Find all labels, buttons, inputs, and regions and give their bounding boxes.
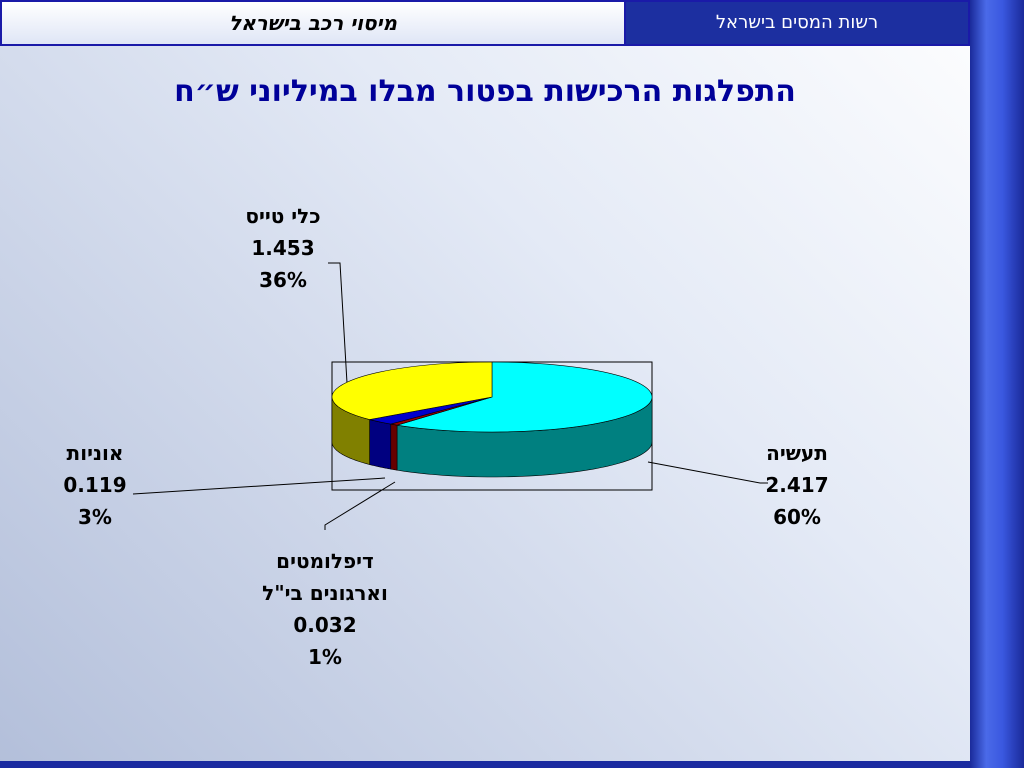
slice-side bbox=[369, 419, 392, 470]
category-label: אוניות bbox=[66, 441, 124, 465]
leader-lines bbox=[132, 262, 768, 530]
leader-line bbox=[324, 481, 396, 530]
organization-name: רשות המסים בישראל bbox=[626, 2, 968, 44]
leader-line bbox=[647, 461, 768, 484]
side-bar bbox=[970, 0, 1024, 768]
data-label: אוניות 0.119 3% bbox=[0, 437, 205, 533]
slice bbox=[331, 361, 493, 420]
percent-label: 36% bbox=[259, 268, 307, 292]
value-label: 0.119 bbox=[63, 473, 127, 497]
leader-line bbox=[132, 477, 386, 495]
category-label: דיפלומטים וארגונים בי"ל bbox=[262, 549, 388, 605]
percent-label: 1% bbox=[308, 645, 342, 669]
percent-label: 3% bbox=[78, 505, 112, 529]
data-label: תעשיה 2.417 60% bbox=[687, 437, 907, 533]
data-label: כלי טייס 1.453 36% bbox=[173, 200, 393, 296]
chart bbox=[132, 262, 768, 530]
leader-line bbox=[328, 262, 348, 384]
bottom-bar bbox=[0, 761, 970, 768]
slice-side bbox=[390, 423, 398, 471]
chart-title: התפלגות הרכישות בפטור מבלו במיליוני ש״ח bbox=[174, 74, 796, 109]
value-label: 0.032 bbox=[293, 613, 357, 637]
category-label: תעשיה bbox=[766, 441, 828, 465]
header-bar: מיסוי רכב בישראל רשות המסים בישראל bbox=[0, 0, 970, 46]
section-title: מיסוי רכב בישראל bbox=[2, 2, 624, 44]
slice bbox=[396, 361, 653, 433]
value-label: 1.453 bbox=[251, 236, 315, 260]
percent-label: 60% bbox=[773, 505, 821, 529]
data-label: דיפלומטים וארגונים בי"ל 0.032 1% bbox=[215, 545, 435, 673]
category-label: כלי טייס bbox=[245, 204, 321, 228]
value-label: 2.417 bbox=[765, 473, 829, 497]
